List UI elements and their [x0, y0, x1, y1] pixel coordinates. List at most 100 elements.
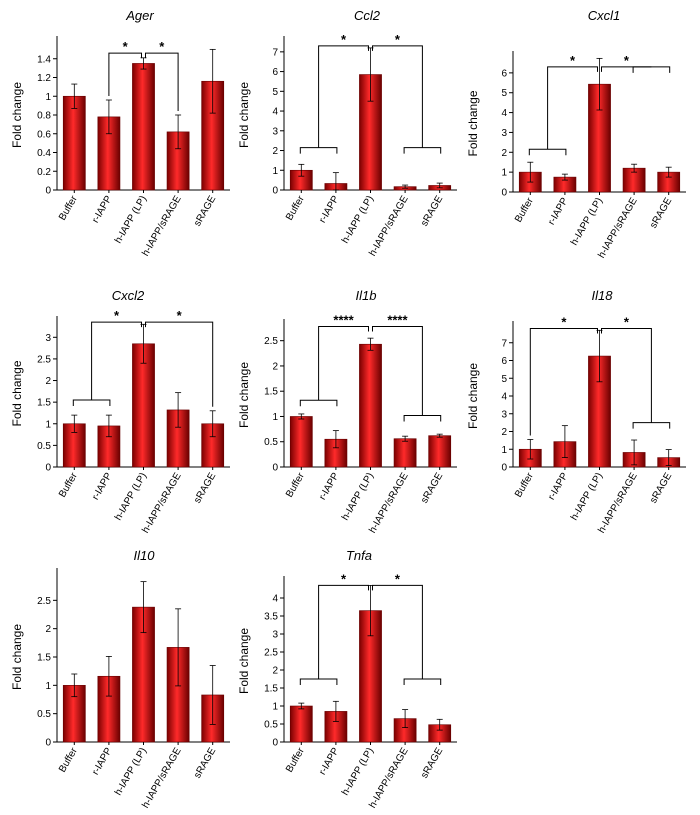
y-tick-label: 1.4	[37, 54, 51, 65]
y-tick-label: 7	[272, 47, 278, 58]
chart-panel-cxcl1: Cxcl1 Fold change 0 1 2 3 4 5 6 Buffer r-IAPPh-IAP…	[466, 8, 686, 260]
y-axis-label: Fold change	[237, 82, 251, 148]
y-tick-label: 1	[501, 168, 507, 179]
y-tick-label: 0.5	[37, 441, 51, 452]
y-tick-label: 0.5	[37, 709, 51, 720]
y-axis-label: Fold change	[237, 628, 251, 694]
y-tick-label: 1	[45, 419, 51, 430]
y-tick-label: 3	[272, 126, 278, 137]
x-tick-label: r-IAPP	[317, 746, 341, 777]
significance-bracket	[372, 584, 423, 679]
significance-label: *	[570, 53, 576, 68]
x-tick-label: r-IAPP	[90, 471, 114, 502]
x-tick-label: h-IAPP (LP)	[113, 746, 149, 798]
chart-panel-ager: Ager Fold change 0 0.2 0.4 0.6 0.8 1 1.2 1.4 Buffe…	[10, 8, 230, 258]
chart-panel-cxcl2: Cxcl2 Fold change 0 0.5 1 1.5 2 2.5 3 Buffer r-IAP…	[10, 288, 230, 535]
x-tick-label: sRAGE	[419, 746, 445, 781]
x-tick-label: sRAGE	[192, 471, 218, 506]
significance-bracket	[601, 328, 652, 423]
chart-panel-il18: Il18 Fold change 0 1 2 3 4 5 6 7 Buffer r-IAPPh-IAP…	[466, 288, 686, 535]
y-tick-label: 3.5	[264, 612, 278, 623]
y-tick-label: 1	[501, 445, 507, 456]
chart-title: Tnfa	[346, 548, 372, 563]
x-tick-label: sRAGE	[648, 196, 674, 231]
significance-label: *	[395, 571, 401, 586]
x-tick-label: sRAGE	[648, 471, 674, 506]
x-tick-label: sRAGE	[192, 194, 218, 229]
significance-group-bracket	[299, 147, 338, 154]
y-axis-label: Fold change	[466, 90, 480, 156]
significance-group-bracket	[299, 678, 338, 685]
y-tick-label: 3	[272, 630, 278, 641]
y-tick-label: 1	[45, 681, 51, 692]
y-tick-label: 2.5	[37, 354, 51, 365]
x-tick-label: h-IAPP (LP)	[340, 746, 376, 798]
y-tick-label: 0	[45, 738, 51, 749]
significance-bracket	[529, 328, 598, 436]
bar-h-iapp-lp-	[132, 63, 155, 191]
y-tick-label: 1	[272, 702, 278, 713]
y-tick-label: 2	[272, 146, 278, 157]
significance-label: *	[624, 53, 630, 68]
x-tick-label: h-IAPP (LP)	[569, 196, 605, 248]
y-tick-label: 0	[501, 463, 507, 474]
bar-buffer	[289, 705, 313, 743]
y-axis-label: Fold change	[10, 82, 24, 148]
significance-bracket	[547, 66, 598, 150]
y-tick-label: 1	[272, 412, 278, 423]
significance-bracket	[145, 321, 214, 407]
chart-title: Ccl2	[354, 8, 381, 23]
significance-group-bracket	[403, 147, 442, 154]
y-tick-label: 5	[272, 87, 278, 98]
chart-title: Il10	[134, 548, 156, 563]
x-tick-label: r-IAPP	[317, 471, 341, 502]
x-tick-label: Buffer	[284, 745, 307, 774]
y-tick-label: 0.6	[37, 129, 51, 140]
significance-label: *	[561, 315, 567, 330]
y-tick-label: 7	[501, 338, 507, 349]
chart-panel-il10: Il10 Fold change 0 0.5 1 1.5 2 2.5 Buffer r-IAPPh…	[10, 548, 230, 810]
x-tick-label: Buffer	[57, 745, 80, 774]
y-tick-label: 1	[45, 92, 51, 103]
y-tick-label: 3	[501, 128, 507, 139]
x-tick-label: r-IAPP	[546, 471, 570, 502]
y-tick-label: 0	[272, 463, 278, 474]
significance-bracket	[318, 326, 369, 401]
significance-bracket	[145, 52, 179, 111]
y-tick-label: 0.2	[37, 167, 51, 178]
y-tick-label: 3	[501, 409, 507, 420]
significance-group-bracket	[299, 399, 338, 407]
bar-srage	[428, 435, 452, 468]
chart-title: Ager	[125, 8, 154, 23]
significance-bracket	[318, 45, 369, 148]
x-tick-label: Buffer	[284, 193, 307, 222]
y-tick-label: 6	[501, 356, 507, 367]
y-tick-label: 4	[501, 108, 507, 119]
y-axis-label: Fold change	[10, 360, 24, 426]
x-tick-label: h-IAPP (LP)	[569, 471, 605, 523]
significance-label: *	[159, 39, 165, 54]
y-tick-label: 0	[501, 188, 507, 199]
y-tick-label: 6	[501, 68, 507, 79]
x-tick-label: sRAGE	[419, 471, 445, 506]
y-tick-label: 1.5	[264, 387, 278, 398]
x-tick-label: Buffer	[57, 470, 80, 499]
significance-bracket	[601, 66, 652, 72]
bar-buffer	[62, 95, 86, 191]
significance-bracket	[108, 52, 142, 96]
significance-label: *	[341, 571, 347, 586]
chart-title: Il18	[592, 288, 614, 303]
significance-group-bracket	[632, 422, 671, 429]
y-tick-label: 6	[272, 67, 278, 78]
significance-label: *	[177, 308, 183, 323]
chart-panel-ccl2: Ccl2 Fold change 0 1 2 3 4 5 6 7 Buffer r-IAPPh-IAP…	[237, 8, 457, 258]
y-tick-label: 1.2	[37, 73, 51, 84]
y-tick-label: 2	[501, 427, 507, 438]
bar-h-iapp-srage	[393, 438, 417, 468]
y-tick-label: 0.5	[264, 720, 278, 731]
significance-label: ****	[333, 313, 354, 328]
significance-label: *	[114, 308, 120, 323]
bar-h-iapp-lp-	[359, 343, 382, 468]
x-tick-label: Buffer	[513, 470, 536, 499]
